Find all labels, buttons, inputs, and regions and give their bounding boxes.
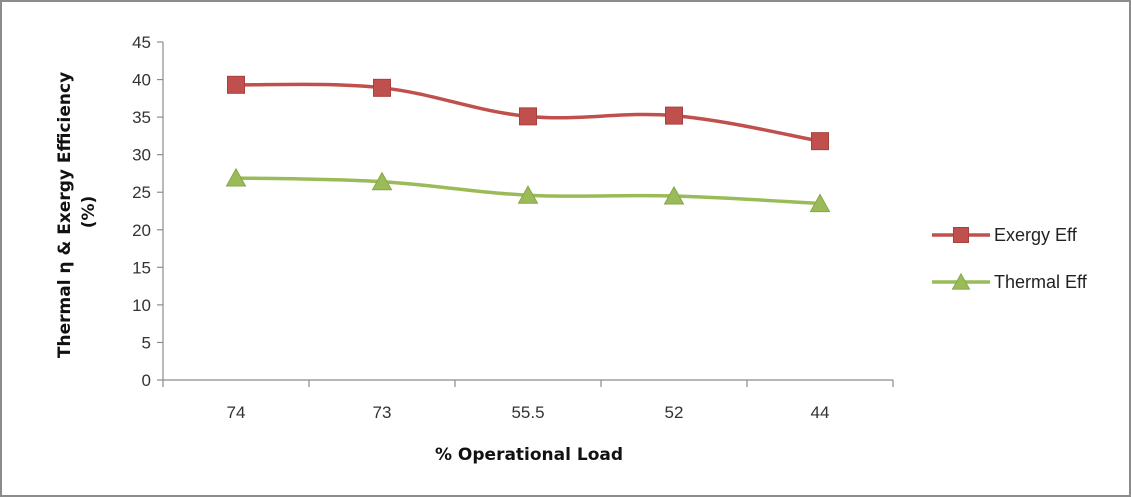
legend-marker-exergy-eff <box>953 227 969 243</box>
series-exergy-eff <box>227 75 829 151</box>
legend-label-thermal-eff: Thermal Eff <box>994 272 1088 292</box>
y-tick-label: 35 <box>132 108 151 127</box>
series-thermal-eff <box>225 167 831 213</box>
x-axis-title: % Operational Load <box>435 445 623 465</box>
x-tick-label: 73 <box>373 403 392 422</box>
y-tick-label: 30 <box>132 146 151 165</box>
y-axis-title-line-2: (%) <box>79 196 99 229</box>
y-tick-label: 45 <box>132 33 151 52</box>
y-tick-label: 10 <box>132 296 151 315</box>
y-axis-title: Thermal η & Exergy Efficiency (%) <box>55 66 99 358</box>
axes: 0 5 10 15 20 25 30 35 40 45 74 73 55.5 52 44 <box>132 33 894 422</box>
data-point-exergy-eff <box>665 106 683 125</box>
data-point-exergy-eff <box>373 78 391 97</box>
data-point-exergy-eff <box>227 75 245 94</box>
x-tick-label: 74 <box>227 403 246 422</box>
data-point-thermal-eff <box>371 171 393 191</box>
y-tick-label: 40 <box>132 71 151 90</box>
legend-item-exergy-eff: Exergy Eff <box>932 225 1078 245</box>
data-point-thermal-eff <box>225 167 247 187</box>
y-tick-label: 0 <box>142 371 151 390</box>
data-point-exergy-eff <box>519 107 537 126</box>
x-tick-label: 44 <box>811 403 830 422</box>
data-point-exergy-eff <box>811 132 829 151</box>
data-point-thermal-eff <box>809 193 831 213</box>
y-tick-label: 15 <box>132 258 151 277</box>
y-axis-title-line-1: Thermal η & Exergy Efficiency <box>55 72 75 358</box>
y-tick-label: 5 <box>142 333 151 352</box>
data-point-thermal-eff <box>517 185 539 204</box>
x-tick-label: 55.5 <box>511 403 544 422</box>
data-point-thermal-eff <box>663 185 685 205</box>
legend-label-exergy-eff: Exergy Eff <box>994 225 1078 245</box>
legend: Exergy Eff Thermal Eff <box>932 225 1088 292</box>
plot-series <box>225 75 831 213</box>
y-tick-label: 20 <box>132 221 151 240</box>
legend-marker-thermal-eff <box>951 272 971 290</box>
legend-item-thermal-eff: Thermal Eff <box>932 272 1088 292</box>
x-tick-label: 52 <box>665 403 684 422</box>
y-tick-label: 25 <box>132 183 151 202</box>
